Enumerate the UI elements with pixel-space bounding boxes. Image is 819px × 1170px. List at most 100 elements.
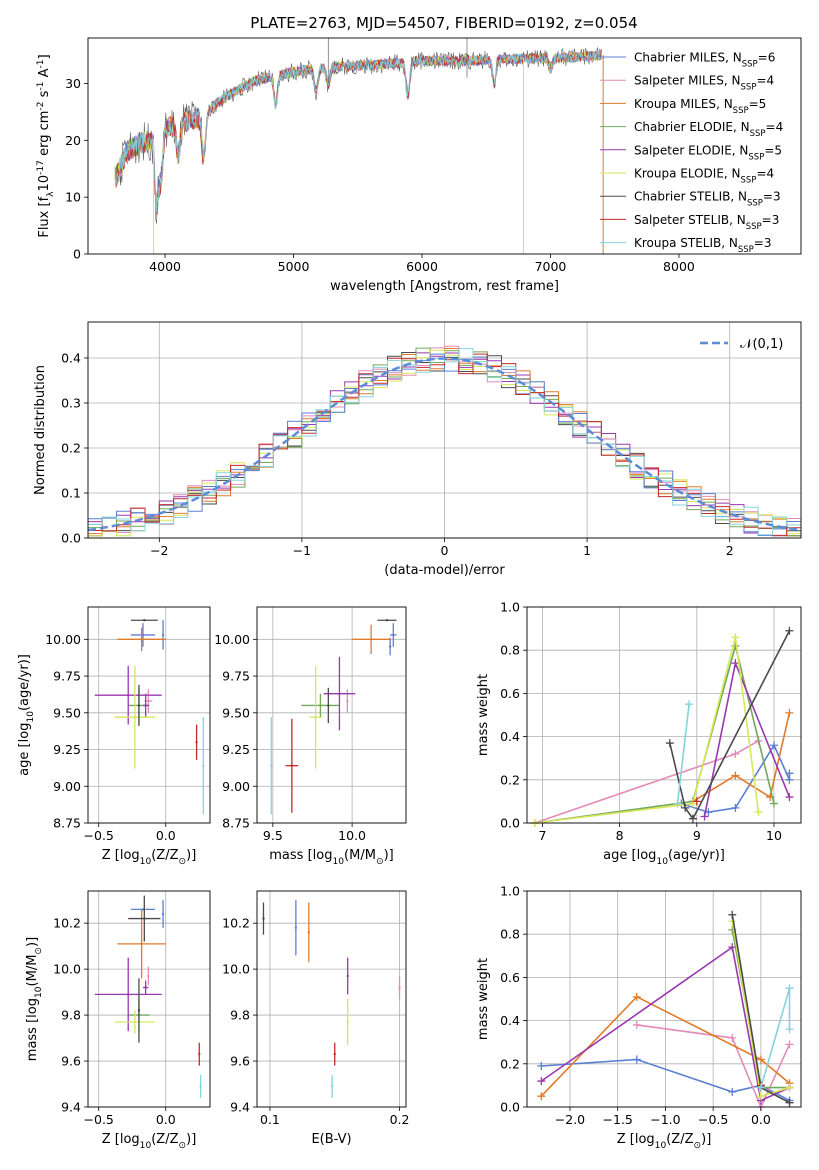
y-tick-label: 9.00 <box>53 779 81 794</box>
y-tick-label: 0.3 <box>61 396 81 411</box>
age-vs-mass-data <box>270 619 397 815</box>
errorbar-point <box>195 724 198 760</box>
legend-entry: Kroupa STELIB, NSSP=3 <box>634 236 772 255</box>
marker <box>161 633 165 637</box>
errorbar-point <box>285 718 299 813</box>
spectrum-plot: 4000 5000 6000 7000 8000 0 10 20 30 wavelength [A… <box>36 37 802 294</box>
errorbar-point <box>333 1042 336 1066</box>
plus-marker <box>754 808 763 817</box>
y-tick-label: 9.6 <box>230 1054 250 1069</box>
weight-line <box>760 987 791 1088</box>
x-tick-label: −2.0 <box>555 1112 585 1127</box>
errorbar-point <box>202 717 205 815</box>
spectrum-series <box>114 50 602 212</box>
marker <box>198 1052 201 1056</box>
weight-vs-Z-plot: −2.0 −1.5 −1.0 −0.5 0.0 0.0 0.2 0.4 0.6 0.8 1.0 Z [… <box>476 884 802 1151</box>
marker <box>140 942 143 946</box>
weight-line <box>676 704 690 804</box>
x-tick-label: −1.0 <box>650 1112 680 1127</box>
y-tick-label: 10.00 <box>214 632 250 647</box>
x-tick-label: 5000 <box>278 259 310 274</box>
y-tick-label: 9.50 <box>53 705 81 720</box>
marker <box>144 704 147 707</box>
weight-line <box>534 637 760 824</box>
errorbar-point <box>142 693 149 718</box>
plot-frame <box>87 321 802 539</box>
marker <box>346 1020 349 1024</box>
y-tick-label: 10.2 <box>53 916 81 931</box>
weight-series <box>537 992 794 1101</box>
errorbar-point <box>327 687 330 724</box>
plus-marker <box>728 910 737 919</box>
plus-marker <box>665 739 674 748</box>
x-tick-label: 8 <box>616 828 624 843</box>
y-tick-label: 0.0 <box>500 1100 520 1115</box>
legend-entry: Chabrier STELIB, NSSP=3 <box>634 190 781 209</box>
y-axis-label: mass weight <box>476 674 491 756</box>
y-tick-label: 0.2 <box>500 772 520 787</box>
errorbar-point <box>128 895 161 942</box>
y-tick-label: 0.8 <box>500 927 520 942</box>
spectrum-series <box>114 47 602 224</box>
plot-frame <box>526 606 802 824</box>
plot-frame <box>526 890 802 1108</box>
plus-marker <box>756 1055 765 1064</box>
plus-marker <box>632 1055 641 1064</box>
age-vs-Z-data <box>94 619 205 815</box>
marker <box>338 692 341 695</box>
spectrum-data <box>114 38 605 254</box>
marker <box>137 1009 141 1012</box>
plus-marker <box>632 992 641 1001</box>
errorbar-point <box>94 665 162 725</box>
errorbar-point <box>352 624 391 655</box>
y-tick-label: 1.0 <box>500 884 520 899</box>
x-tick-label: 6000 <box>406 259 438 274</box>
x-tick-label: −0.5 <box>698 1112 728 1127</box>
y-tick-label: 9.75 <box>222 669 250 684</box>
spectrum-series <box>114 50 602 213</box>
y-tick-label: 0.4 <box>500 729 520 744</box>
errorbar-point <box>137 978 141 1043</box>
y-tick-label: 8.75 <box>53 816 81 831</box>
plus-marker <box>756 1083 765 1092</box>
plus-marker <box>685 700 694 709</box>
errorbar-point <box>117 909 166 979</box>
marker <box>137 704 141 707</box>
x-tick-label: −1.5 <box>603 1112 633 1127</box>
plus-marker <box>785 1040 794 1049</box>
x-tick-label: 0.0 <box>751 1112 771 1127</box>
x-axis-label: Z [log10(Z/Z⊙)] <box>102 1132 197 1151</box>
errorbar-point <box>130 908 156 911</box>
y-axis-label: mass weight <box>476 958 491 1040</box>
weight-line <box>540 945 790 1102</box>
figure-title: PLATE=2763, MJD=54507, FIBERID=0192, z=0… <box>250 14 637 32</box>
y-tick-label: 9.4 <box>61 1100 81 1115</box>
plus-marker <box>731 803 740 812</box>
plus-marker <box>785 984 794 993</box>
x-axis-label: mass [log10(M/M⊙)] <box>269 848 393 867</box>
x-axis-label: E(B-V) <box>311 1132 351 1147</box>
spectrum-series <box>114 49 605 216</box>
y-tick-label: 10.00 <box>45 632 81 647</box>
errorbar-point <box>301 693 340 718</box>
y-tick-label: 9.75 <box>53 669 81 684</box>
y-tick-label: 0.1 <box>61 486 81 501</box>
weight-line <box>703 660 791 817</box>
plus-marker <box>785 1098 794 1107</box>
marker <box>141 633 145 637</box>
y-tick-label: 9.6 <box>61 1054 81 1069</box>
plot-frame <box>87 890 211 1108</box>
weight-vs-age-plot: 7 8 9 10 0.0 0.2 0.4 0.6 0.8 1.0 age [log10(age/yr… <box>476 600 802 867</box>
x-tick-label: −1 <box>293 543 311 558</box>
errorbar-point <box>270 717 273 815</box>
weight-vs-Z-data <box>537 910 794 1111</box>
plus-marker <box>785 708 794 717</box>
x-axis-label: wavelength [Angstrom, rest frame] <box>330 279 559 294</box>
y-axis-label: Flux [fλ10-17 erg cm-2 s-1 A-1] <box>36 54 56 237</box>
y-tick-label: 9.25 <box>222 742 250 757</box>
y-tick-label: 0 <box>73 247 81 262</box>
y-axis-label: age [log10(age/yr)] <box>17 654 36 776</box>
legend-entry: Kroupa MILES, NSSP=5 <box>634 97 766 116</box>
marker <box>290 764 294 767</box>
